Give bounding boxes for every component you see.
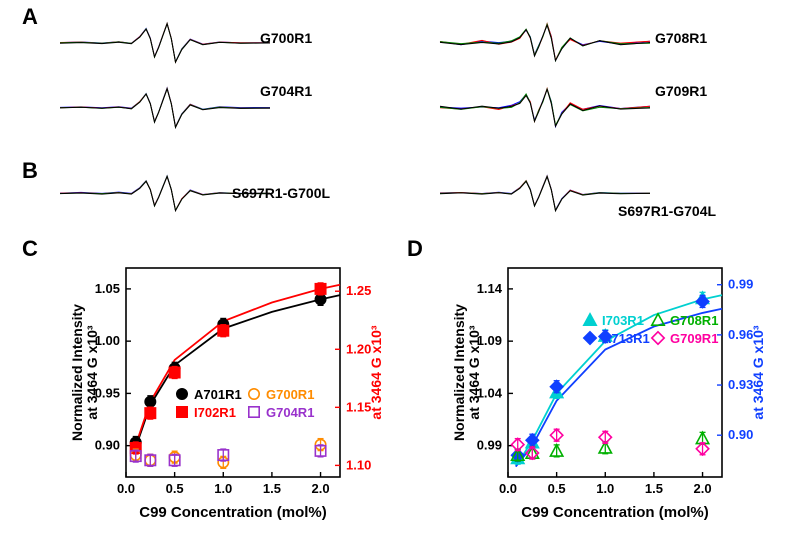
panel-label-b: B [22, 158, 38, 184]
svg-text:1.25: 1.25 [346, 283, 371, 298]
svg-text:C99 Concentration (mol%): C99 Concentration (mol%) [139, 504, 327, 521]
svg-text:at 3464 G x10³: at 3464 G x10³ [466, 325, 482, 420]
svg-text:at 3464 G x10³: at 3464 G x10³ [750, 325, 766, 420]
svg-text:0.5: 0.5 [166, 481, 184, 496]
svg-text:Normalized Intensity: Normalized Intensity [69, 304, 85, 441]
svg-text:0.99: 0.99 [728, 277, 753, 292]
svg-text:1.10: 1.10 [346, 457, 371, 472]
svg-text:at 3464 G x10³: at 3464 G x10³ [84, 325, 100, 420]
svg-text:G709R1: G709R1 [670, 331, 718, 346]
svg-text:0.90: 0.90 [728, 427, 753, 442]
svg-text:at 3464 G x10³: at 3464 G x10³ [368, 325, 384, 420]
svg-text:I703R1: I703R1 [602, 313, 644, 328]
svg-text:G708R1: G708R1 [670, 313, 718, 328]
svg-text:0.0: 0.0 [499, 481, 517, 496]
svg-text:0.90: 0.90 [95, 438, 120, 453]
svg-text:0.99: 0.99 [477, 438, 502, 453]
panel-label-a: A [22, 4, 38, 30]
svg-text:G704R1: G704R1 [266, 405, 314, 420]
trace-g708r1: G708R1 [655, 30, 707, 46]
svg-text:2.0: 2.0 [312, 481, 330, 496]
trace-g700r1: G700R1 [260, 30, 312, 46]
svg-text:0.0: 0.0 [117, 481, 135, 496]
svg-text:1.14: 1.14 [477, 281, 503, 296]
trace-s697-g704l: S697R1-G704L [618, 203, 716, 219]
chart-c: 0.00.51.01.52.00.900.951.001.051.101.151… [68, 260, 388, 525]
svg-text:1.05: 1.05 [95, 281, 120, 296]
trace-s697-g700l: S697R1-G700L [232, 185, 330, 201]
trace-g709r1: G709R1 [655, 83, 707, 99]
svg-text:1.0: 1.0 [596, 481, 614, 496]
svg-text:I702R1: I702R1 [194, 405, 236, 420]
svg-text:A713R1: A713R1 [602, 331, 650, 346]
svg-text:0.5: 0.5 [548, 481, 566, 496]
svg-text:1.0: 1.0 [214, 481, 232, 496]
svg-text:C99 Concentration (mol%): C99 Concentration (mol%) [521, 504, 709, 521]
panel-label-c: C [22, 236, 38, 262]
svg-text:1.5: 1.5 [263, 481, 281, 496]
svg-text:1.5: 1.5 [645, 481, 663, 496]
svg-text:A701R1: A701R1 [194, 387, 242, 402]
panel-label-d: D [407, 236, 423, 262]
chart-d: 0.00.51.01.52.00.991.041.091.140.900.930… [450, 260, 770, 525]
svg-text:G700R1: G700R1 [266, 387, 314, 402]
trace-g704r1: G704R1 [260, 83, 312, 99]
svg-text:Normalized Intensity: Normalized Intensity [451, 304, 467, 441]
svg-text:2.0: 2.0 [694, 481, 712, 496]
